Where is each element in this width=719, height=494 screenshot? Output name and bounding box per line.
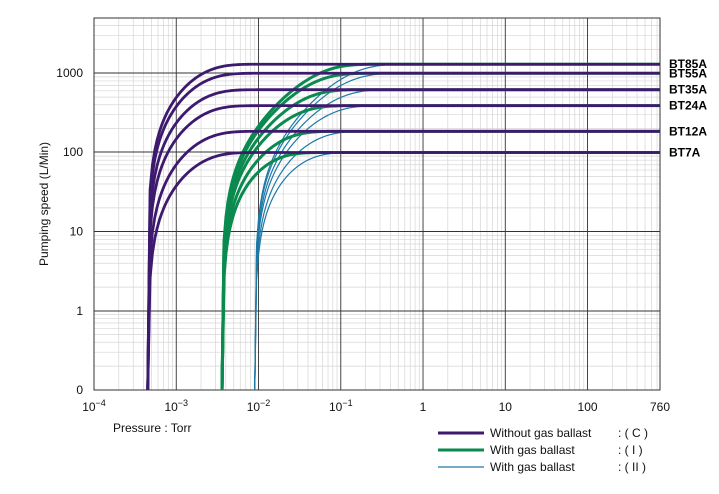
y-axis-title: Pumping speed (L/Min): [37, 142, 51, 266]
x-tick-label: 760: [650, 400, 670, 414]
y-tick-label: 100: [63, 145, 83, 159]
x-tick-label: 1: [420, 400, 427, 414]
x-tick-label: 10−4: [82, 398, 106, 414]
legend-mark-c: : ( C ): [618, 426, 648, 440]
series-label-bt55a: BT55A: [669, 66, 707, 80]
bt24a-curve-c: [146, 104, 660, 391]
bt35a-curve-c: [146, 88, 660, 391]
series-label-bt12a: BT12A: [669, 124, 707, 138]
legend-mark-ii: : ( II ): [618, 460, 646, 474]
chart-legend: Without gas ballast : ( C ) With gas balla…: [438, 426, 648, 474]
series-label-bt24a: BT24A: [669, 99, 707, 113]
bt55a-curve-c: [146, 71, 660, 391]
y-tick-label: 1: [76, 304, 83, 318]
y-tick-label: 10: [70, 225, 84, 239]
chart-grid: [93, 17, 661, 391]
legend-label-i: With gas ballast: [490, 443, 575, 457]
y-tick-label: 1000: [56, 66, 83, 80]
series-label-bt7a: BT7A: [669, 146, 701, 160]
chart-ticks: 0 1 10 100 1000 10−4 10−3 10−2 10−1 1 10 100 760 Pres…: [37, 66, 670, 435]
bt12a-curve-c: [146, 129, 660, 391]
y-tick-label: 0: [76, 383, 83, 397]
x-tick-label: 100: [578, 400, 598, 414]
x-tick-label: 10: [499, 400, 513, 414]
plot-frame: [93, 17, 661, 391]
bt7a-curve-c: [146, 151, 660, 391]
x-tick-label: 10−1: [329, 398, 353, 414]
x-tick-label: 10−3: [164, 398, 188, 414]
legend-label-c: Without gas ballast: [490, 426, 592, 440]
chart-curves: [146, 62, 660, 391]
legend-label-ii: With gas ballast: [490, 460, 575, 474]
legend-mark-i: : ( I ): [618, 443, 643, 457]
series-label-bt35a: BT35A: [669, 83, 707, 97]
series-label-bt85a: BT85A: [669, 57, 707, 71]
x-tick-label: 10−2: [247, 398, 271, 414]
bt85a-curve-c: [146, 62, 660, 391]
x-axis-title: Pressure : Torr: [113, 421, 191, 435]
